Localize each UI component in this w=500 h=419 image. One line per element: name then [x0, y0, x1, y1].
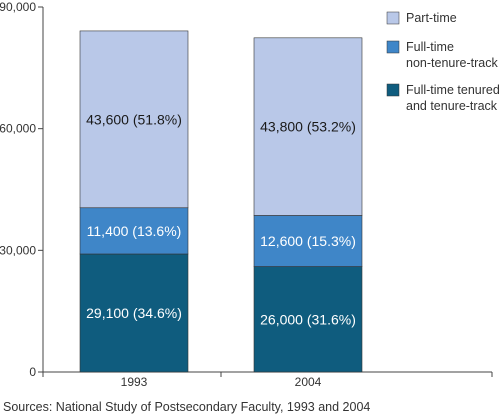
- data-label: 43,600 (51.8%): [86, 111, 182, 127]
- bar-segment: [79, 207, 189, 255]
- stacked-bar-chart: 0 30,000 60,000 90,000 1993 2004 29,100 (34.6%…: [0, 0, 500, 389]
- data-label: 43,800 (53.2%): [260, 119, 356, 135]
- y-tick-label: 90,000: [0, 0, 36, 14]
- legend-swatch: [386, 11, 400, 25]
- data-label: 26,000 (31.6%): [260, 311, 356, 327]
- data-label: 12,600 (15.3%): [260, 233, 356, 249]
- legend-label: Full-time: [406, 40, 454, 54]
- y-tick-label: 0: [29, 365, 36, 379]
- legend-swatch: [386, 40, 400, 54]
- data-label: 11,400 (13.6%): [87, 223, 182, 239]
- data-label: 29,100 (34.6%): [86, 305, 182, 321]
- bar-segment: [253, 266, 363, 373]
- legend-label: and tenure-track: [406, 99, 498, 113]
- source-note: Sources: National Study of Postsecondary…: [3, 400, 371, 414]
- y-tick-label: 30,000: [0, 243, 36, 257]
- bar-segment: [79, 253, 189, 373]
- legend-swatch: [386, 83, 400, 97]
- bar-segment: [79, 30, 189, 209]
- y-tick-label: 60,000: [0, 122, 36, 136]
- bar-segment: [253, 215, 363, 267]
- legend-label: Full-time tenured: [406, 83, 500, 97]
- legend-label: Part-time: [406, 11, 457, 25]
- x-tick-label: 1993: [121, 375, 148, 389]
- legend-label: non-tenure-track: [406, 56, 498, 70]
- x-tick-label: 2004: [295, 375, 322, 389]
- bar-segment: [253, 37, 363, 216]
